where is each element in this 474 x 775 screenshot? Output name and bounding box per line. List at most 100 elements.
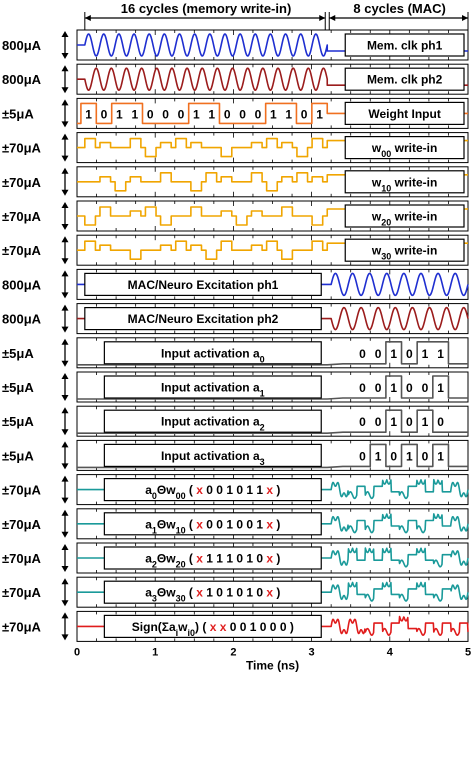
row-label: a3Θw30 ( x 1 0 1 0 1 0 x ) [145, 586, 280, 604]
activation-bit: 0 [390, 449, 397, 463]
row-label: a1Θw10 ( x 0 0 1 0 0 1 x ) [145, 517, 280, 535]
waveform-trace [77, 375, 468, 400]
waveform-row: ±70μA w30 write-in [2, 234, 469, 266]
waveform-row: ±70μA w20 write-in [2, 200, 469, 232]
amplitude-label: 800μA [2, 312, 42, 327]
activation-bit: 0 [406, 381, 413, 395]
row-label: w20 write-in [371, 210, 437, 228]
row-label: MAC/Neuro Excitation ph1 [128, 278, 279, 292]
label-box [103, 546, 322, 570]
amplitude-label: ±5μA [2, 106, 34, 121]
label-box [103, 375, 322, 399]
x-axis: Time (ns) 0 1 2 3 4 5 [74, 646, 471, 672]
amplitude-label: ±70μA [2, 175, 42, 190]
label-box [84, 272, 322, 296]
activation-bit: 0 [375, 347, 382, 361]
activation-bit: 1 [390, 415, 397, 429]
waveform-trace [77, 33, 468, 57]
amplitude-label: ±5μA [2, 448, 34, 463]
activation-bit: 0 [359, 347, 366, 361]
waveform-trace [77, 306, 469, 331]
header-arrow-mac [328, 12, 469, 30]
label-box [103, 512, 322, 536]
waveform-trace [77, 67, 468, 91]
waveform-row: ±70μA w00 write-in [2, 132, 469, 164]
waveform-row: 800μA MAC/Neuro Excitation ph2 [2, 303, 469, 335]
row-label: MAC/Neuro Excitation ph2 [128, 312, 279, 326]
weight-bit: 0 [301, 107, 308, 121]
activation-bit: 0 [437, 415, 444, 429]
header-memory-write-in: 16 cycles (memory write-in) [121, 1, 292, 16]
amplitude-label: 800μA [2, 72, 42, 87]
row-label: w10 write-in [371, 175, 437, 193]
row-label: Mem. clk ph2 [367, 73, 443, 87]
weight-bit: 0 [255, 107, 262, 121]
label-box [344, 238, 465, 262]
label-box [103, 478, 322, 502]
row-label: Mem. clk ph1 [367, 39, 443, 53]
label-box [344, 204, 465, 228]
activation-bit: 0 [406, 415, 413, 429]
amplitude-label: ±70μA [2, 551, 42, 566]
weight-bit: 1 [193, 107, 200, 121]
waveform-trace [77, 137, 468, 158]
activation-bit: 1 [375, 449, 382, 463]
label-box [103, 443, 322, 467]
waveform-trace [77, 272, 469, 297]
row-label: w00 write-in [371, 141, 437, 159]
activation-bit: 1 [406, 449, 413, 463]
row-label: w30 write-in [371, 244, 437, 262]
waveform-trace [77, 240, 468, 260]
waveform-trace [77, 443, 468, 469]
amplitude-label: ±70μA [2, 243, 42, 258]
amplitude-label: ±70μA [2, 209, 42, 224]
amplitude-label: ±70μA [2, 517, 42, 532]
weight-bit: 1 [131, 107, 138, 121]
activation-bit: 0 [359, 381, 366, 395]
weight-bit: 1 [270, 107, 277, 121]
activation-bit: 1 [422, 415, 429, 429]
row-label: Input activation a2 [161, 415, 265, 433]
weight-bit: 0 [178, 107, 185, 121]
waveform-row: 800μA Mem. clk ph1 [2, 29, 469, 61]
waveform-trace [77, 615, 469, 636]
weight-bit: 0 [101, 107, 108, 121]
waveform-trace [77, 478, 469, 500]
waveform-trace [77, 102, 468, 125]
row-label: a2Θw20 ( x 1 1 1 0 1 0 x ) [145, 552, 280, 570]
amplitude-label: ±70μA [2, 619, 42, 634]
weight-bit: 1 [285, 107, 292, 121]
amplitude-label: ±5μA [2, 346, 34, 361]
activation-bit: 0 [359, 449, 366, 463]
label-box [344, 101, 465, 126]
activation-bit: 0 [406, 347, 413, 361]
label-box [344, 67, 465, 91]
x-tick-label: 1 [152, 646, 158, 658]
waveform-row: ±70μA a3Θw30 ( x 1 0 1 0 1 0 x ) [2, 576, 469, 608]
waveform-trace [77, 581, 469, 602]
activation-bit: 1 [390, 381, 397, 395]
label-box [84, 307, 322, 331]
weight-bit: 0 [224, 107, 231, 121]
label-box [103, 409, 322, 433]
waveform-row: ±70μA a2Θw20 ( x 1 1 1 0 1 0 x ) [2, 542, 469, 574]
weight-bit: 1 [208, 107, 215, 121]
activation-bit: 1 [390, 347, 397, 361]
weight-bit: 0 [239, 107, 246, 121]
label-box [344, 136, 465, 160]
activation-bit: 0 [422, 381, 429, 395]
row-label: a0Θw00 ( x 0 0 1 0 1 1 x ) [145, 483, 280, 501]
label-box [103, 614, 322, 639]
amplitude-label: ±70μA [2, 141, 42, 156]
activation-bit: 0 [375, 415, 382, 429]
activation-bit: 0 [375, 381, 382, 395]
weight-bit: 0 [162, 107, 169, 121]
x-axis-label: Time (ns) [246, 658, 299, 672]
x-tick-label: 0 [74, 646, 80, 658]
waveform-row: 800μA Mem. clk ph2 [2, 63, 469, 95]
row-label: Weight Input [368, 107, 440, 121]
